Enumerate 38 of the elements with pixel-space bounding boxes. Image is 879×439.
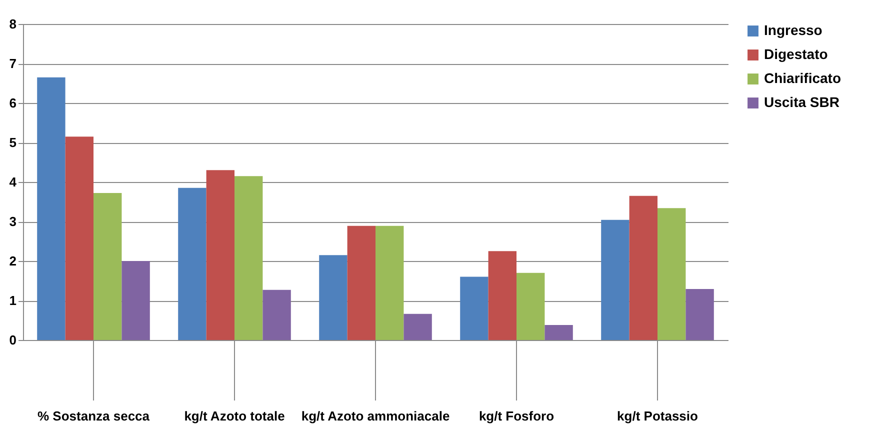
bar: [544, 324, 573, 340]
bar: [94, 193, 122, 340]
x-tick-label: kg/t Potassio: [617, 408, 698, 424]
y-tick-label: 0: [9, 332, 16, 348]
bar: [234, 176, 263, 340]
bar: [122, 261, 150, 340]
bar: [629, 196, 658, 340]
bar: [404, 314, 432, 340]
bar: [319, 255, 348, 340]
bar: [178, 188, 206, 340]
y-tick-label: 5: [9, 135, 16, 150]
y-tick-label: 4: [9, 174, 18, 190]
y-tick-label: 7: [9, 56, 16, 71]
bar: [376, 226, 404, 340]
y-tick-label: 3: [9, 214, 16, 229]
bar: [347, 226, 376, 340]
x-tick-label: % Sostanza secca: [37, 408, 150, 424]
y-tick-label: 8: [9, 16, 16, 32]
bar: [65, 136, 94, 340]
bar: [516, 272, 545, 340]
bar: [460, 276, 488, 340]
bar: [658, 208, 686, 340]
bar: [488, 251, 516, 340]
bar: [262, 290, 291, 340]
y-tick-label: 2: [9, 254, 16, 268]
legend-label: Digestato: [764, 46, 828, 62]
bar: [686, 289, 714, 340]
legend-label: Ingresso: [764, 22, 822, 38]
x-tick-label: kg/t Azoto ammoniacale: [301, 408, 450, 424]
y-tick-label: 6: [9, 96, 16, 110]
x-tick-label: kg/t Fosforo: [478, 408, 554, 424]
x-tick-label: kg/t Azoto totale: [184, 408, 285, 424]
bar: [206, 170, 234, 340]
legend-label: Chiarificato: [764, 70, 842, 86]
y-tick-label: 1: [9, 293, 16, 308]
bar: [601, 220, 630, 340]
legend-label: Uscita SBR: [764, 94, 840, 110]
bar: [37, 77, 66, 340]
